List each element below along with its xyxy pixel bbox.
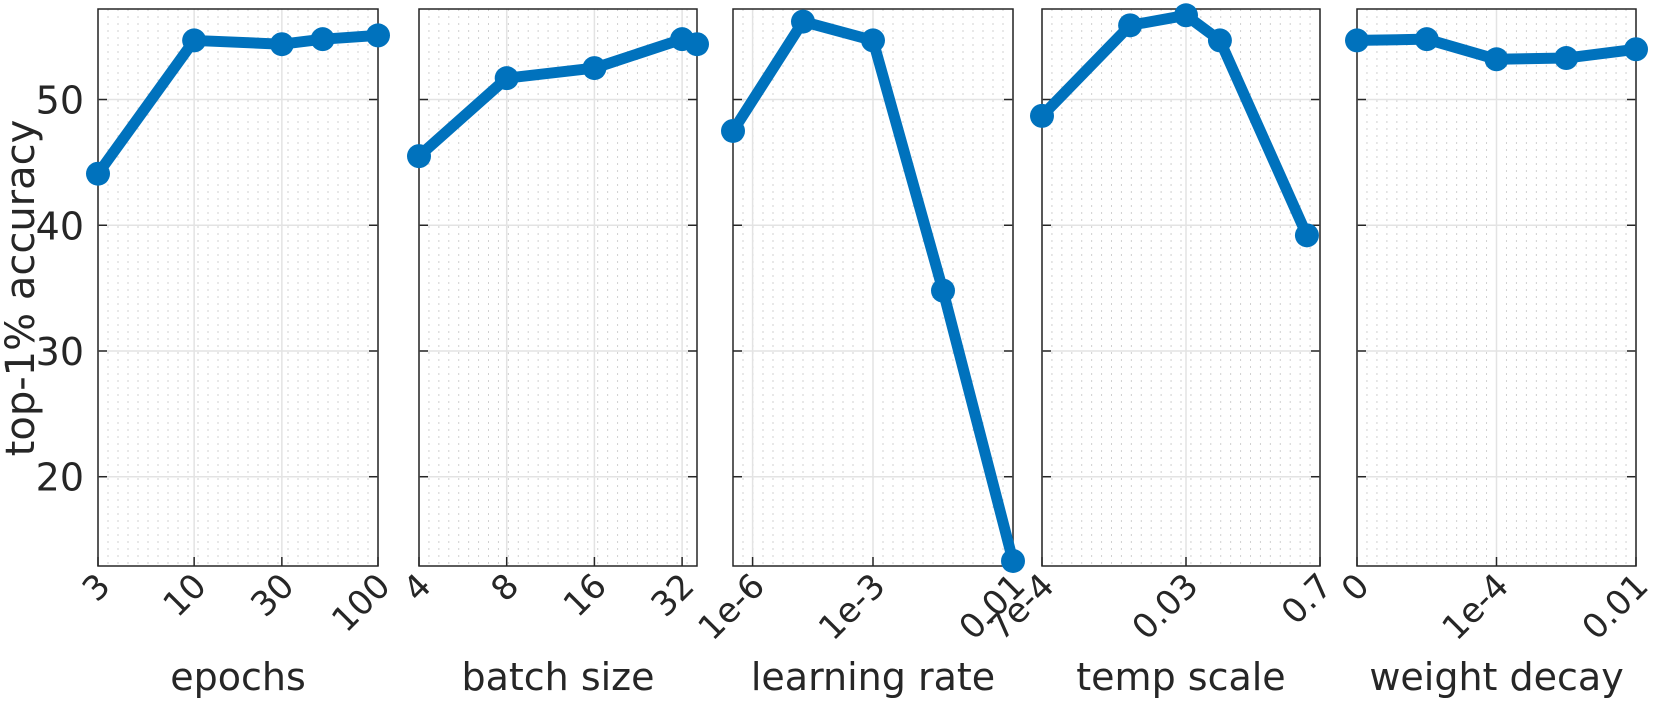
x-tick-label: 0 [1334, 566, 1378, 610]
x-tick-label: 1e-6 [691, 566, 773, 648]
data-marker [1030, 103, 1054, 128]
data-marker [366, 23, 390, 48]
x-tick-label: 8 [483, 566, 527, 610]
data-marker [1207, 28, 1232, 53]
x-axis-label: batch size [461, 655, 654, 699]
data-marker [1414, 27, 1439, 52]
axes-box [1041, 8, 1321, 567]
data-marker [861, 28, 885, 53]
data-marker [1345, 28, 1369, 53]
data-marker [791, 9, 815, 34]
x-tick-label: 1e-4 [1435, 566, 1517, 648]
x-axis-label: temp scale [1076, 655, 1285, 699]
panel-epochs: 3 10 30 100 epochs [75, 8, 398, 699]
data-marker [310, 27, 335, 52]
data-marker [1554, 46, 1579, 71]
data-line [413, 33, 703, 162]
panel-weight-decay: 0 1e-4 0.01 weight decay [1334, 8, 1657, 699]
data-marker [182, 28, 207, 53]
x-tick-label: 10 [156, 566, 215, 625]
x-tick-label: 0.7 [1274, 566, 1341, 633]
x-tick-label: 0.03 [1125, 566, 1207, 648]
data-marker [1294, 223, 1319, 248]
data-marker [407, 144, 431, 169]
data-marker [1174, 3, 1199, 28]
y-axis-label: top-1% accuracy [0, 120, 44, 457]
data-marker [269, 32, 294, 57]
data-marker [86, 161, 110, 186]
data-marker [1624, 37, 1648, 62]
x-axis-label: learning rate [751, 655, 995, 699]
data-marker [931, 278, 955, 303]
x-tick-label: 0.01 [1575, 566, 1657, 648]
x-axis-label: epochs [170, 655, 306, 699]
data-marker [685, 32, 709, 57]
data-line [92, 29, 384, 180]
axes-box [1356, 8, 1637, 567]
x-tick-label: 100 [324, 566, 398, 640]
y-tick-labels: 20 30 40 50 [36, 79, 84, 500]
axes-box [97, 8, 379, 567]
x-tick-label: 3 [75, 566, 119, 610]
data-marker [494, 66, 519, 91]
y-tick-label: 40 [36, 204, 84, 248]
data-marker [1118, 13, 1143, 38]
y-tick-label: 30 [36, 330, 84, 374]
x-axis-label: weight decay [1369, 655, 1623, 699]
x-tick-label: 30 [243, 566, 302, 625]
axes-box [418, 8, 698, 567]
axes-box [732, 8, 1014, 567]
data-marker [1001, 548, 1025, 573]
x-tick-label: 16 [556, 566, 615, 625]
x-tick-label: 1e-3 [811, 566, 893, 648]
data-line [1036, 9, 1313, 241]
x-tick-label: 4 [396, 566, 440, 610]
data-marker [1484, 47, 1509, 72]
data-marker [582, 56, 607, 81]
data-marker [721, 118, 745, 143]
y-tick-label: 50 [36, 79, 84, 123]
y-tick-label: 20 [36, 456, 84, 500]
